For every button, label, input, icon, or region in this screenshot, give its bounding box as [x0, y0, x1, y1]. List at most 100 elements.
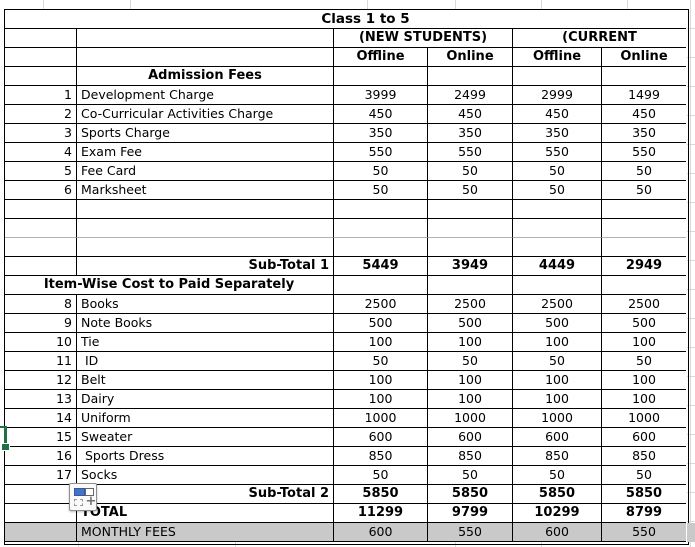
item-label-cell[interactable]: [77, 238, 334, 257]
fee-value-cell[interactable]: 5850: [334, 485, 428, 504]
fee-value-cell[interactable]: [428, 200, 513, 219]
fee-value-cell[interactable]: 450: [602, 105, 686, 124]
fee-value-cell[interactable]: 50: [334, 352, 428, 371]
section-title-cell[interactable]: Admission Fees: [77, 67, 334, 86]
fee-value-cell[interactable]: 50: [513, 181, 602, 200]
item-label-cell[interactable]: Note Books: [77, 314, 334, 333]
fee-value-cell[interactable]: [334, 219, 428, 238]
fee-value-cell[interactable]: 550: [602, 143, 686, 162]
item-label-cell[interactable]: [77, 200, 334, 219]
fee-value-cell[interactable]: 4449: [513, 257, 602, 276]
fee-value-cell[interactable]: 500: [513, 314, 602, 333]
fee-value-cell[interactable]: 550: [428, 143, 513, 162]
row-number-cell[interactable]: 6: [5, 181, 77, 200]
fee-value-cell[interactable]: 500: [602, 314, 686, 333]
fee-value-cell[interactable]: 600: [513, 523, 602, 542]
fee-value-cell[interactable]: [513, 238, 602, 257]
row-number-cell[interactable]: [5, 67, 77, 86]
fee-value-cell[interactable]: 100: [428, 333, 513, 352]
fee-value-cell[interactable]: 850: [428, 447, 513, 466]
item-label-cell[interactable]: Books: [77, 295, 334, 314]
row-number-cell[interactable]: [5, 504, 77, 523]
fee-value-cell[interactable]: 500: [428, 314, 513, 333]
fee-value-cell[interactable]: 1000: [428, 409, 513, 428]
fee-value-cell[interactable]: 50: [513, 466, 602, 485]
fee-value-cell[interactable]: 350: [513, 124, 602, 143]
row-number-cell[interactable]: 16: [5, 447, 77, 466]
fee-value-cell[interactable]: 350: [428, 124, 513, 143]
section-title-cell[interactable]: Item-Wise Cost to Paid Separately: [5, 276, 334, 295]
fee-value-cell[interactable]: 3999: [334, 86, 428, 105]
fee-value-cell[interactable]: 550: [428, 523, 513, 542]
fee-value-cell[interactable]: 1000: [334, 409, 428, 428]
fee-value-cell[interactable]: 100: [428, 390, 513, 409]
fee-value-cell[interactable]: 850: [334, 447, 428, 466]
fee-value-cell[interactable]: 5449: [334, 257, 428, 276]
row-number-cell[interactable]: [5, 257, 77, 276]
fee-value-cell[interactable]: 600: [334, 428, 428, 447]
fee-value-cell[interactable]: 550: [602, 523, 686, 542]
row-number-cell[interactable]: 15: [5, 428, 77, 447]
item-label-cell[interactable]: [77, 29, 334, 48]
fee-value-cell[interactable]: 2499: [428, 86, 513, 105]
fee-value-cell[interactable]: 100: [602, 371, 686, 390]
fee-value-cell[interactable]: [428, 238, 513, 257]
item-label-cell[interactable]: Tie: [77, 333, 334, 352]
fee-value-cell[interactable]: 100: [334, 333, 428, 352]
fee-value-cell[interactable]: [513, 67, 602, 86]
row-number-cell[interactable]: [5, 485, 77, 504]
row-number-cell[interactable]: 8: [5, 295, 77, 314]
column-header-cell[interactable]: Online: [428, 48, 513, 67]
row-number-cell[interactable]: [5, 238, 77, 257]
fee-value-cell[interactable]: 600: [513, 428, 602, 447]
total-label-cell[interactable]: TOTAL: [77, 504, 334, 523]
fee-value-cell[interactable]: 50: [513, 162, 602, 181]
row-number-cell[interactable]: 12: [5, 371, 77, 390]
subtotal-label-cell[interactable]: Sub-Total 1: [77, 257, 334, 276]
fee-value-cell[interactable]: 8799: [602, 504, 686, 523]
row-number-cell[interactable]: 9: [5, 314, 77, 333]
fee-value-cell[interactable]: 50: [428, 466, 513, 485]
fee-value-cell[interactable]: 5850: [513, 485, 602, 504]
group-header-cell[interactable]: (CURRENT: [513, 29, 686, 48]
row-number-cell[interactable]: 1: [5, 86, 77, 105]
item-label-cell[interactable]: Exam Fee: [77, 143, 334, 162]
fee-value-cell[interactable]: 3949: [428, 257, 513, 276]
row-number-cell[interactable]: [5, 523, 77, 542]
fee-value-cell[interactable]: [428, 276, 513, 295]
fee-value-cell[interactable]: 100: [602, 333, 686, 352]
fee-value-cell[interactable]: [428, 219, 513, 238]
fee-value-cell[interactable]: 600: [602, 428, 686, 447]
fee-value-cell[interactable]: [428, 67, 513, 86]
item-label-cell[interactable]: Sweater: [77, 428, 334, 447]
row-number-cell[interactable]: 2: [5, 105, 77, 124]
column-header-cell[interactable]: Online: [602, 48, 686, 67]
column-header-cell[interactable]: Offline: [513, 48, 602, 67]
fee-value-cell[interactable]: 1499: [602, 86, 686, 105]
fee-value-cell[interactable]: [334, 238, 428, 257]
fee-value-cell[interactable]: 100: [513, 371, 602, 390]
row-number-cell[interactable]: [5, 48, 77, 67]
fee-value-cell[interactable]: 1000: [602, 409, 686, 428]
fee-value-cell[interactable]: 50: [513, 352, 602, 371]
item-label-cell[interactable]: [77, 48, 334, 67]
fee-value-cell[interactable]: 50: [428, 181, 513, 200]
row-number-cell[interactable]: 11: [5, 352, 77, 371]
fee-value-cell[interactable]: [602, 67, 686, 86]
fee-value-cell[interactable]: [513, 276, 602, 295]
fee-value-cell[interactable]: 50: [334, 181, 428, 200]
row-number-cell[interactable]: 14: [5, 409, 77, 428]
item-label-cell[interactable]: Sports Dress: [77, 447, 334, 466]
fee-value-cell[interactable]: [334, 276, 428, 295]
item-label-cell[interactable]: Development Charge: [77, 86, 334, 105]
fee-value-cell[interactable]: 550: [334, 143, 428, 162]
row-number-cell[interactable]: [5, 219, 77, 238]
fee-value-cell[interactable]: 450: [428, 105, 513, 124]
fee-value-cell[interactable]: 450: [334, 105, 428, 124]
table-title-cell[interactable]: Class 1 to 5: [5, 10, 686, 29]
fee-value-cell[interactable]: 450: [513, 105, 602, 124]
fee-value-cell[interactable]: [602, 219, 686, 238]
fee-value-cell[interactable]: [602, 200, 686, 219]
item-label-cell[interactable]: Marksheet: [77, 181, 334, 200]
item-label-cell[interactable]: Socks: [77, 466, 334, 485]
